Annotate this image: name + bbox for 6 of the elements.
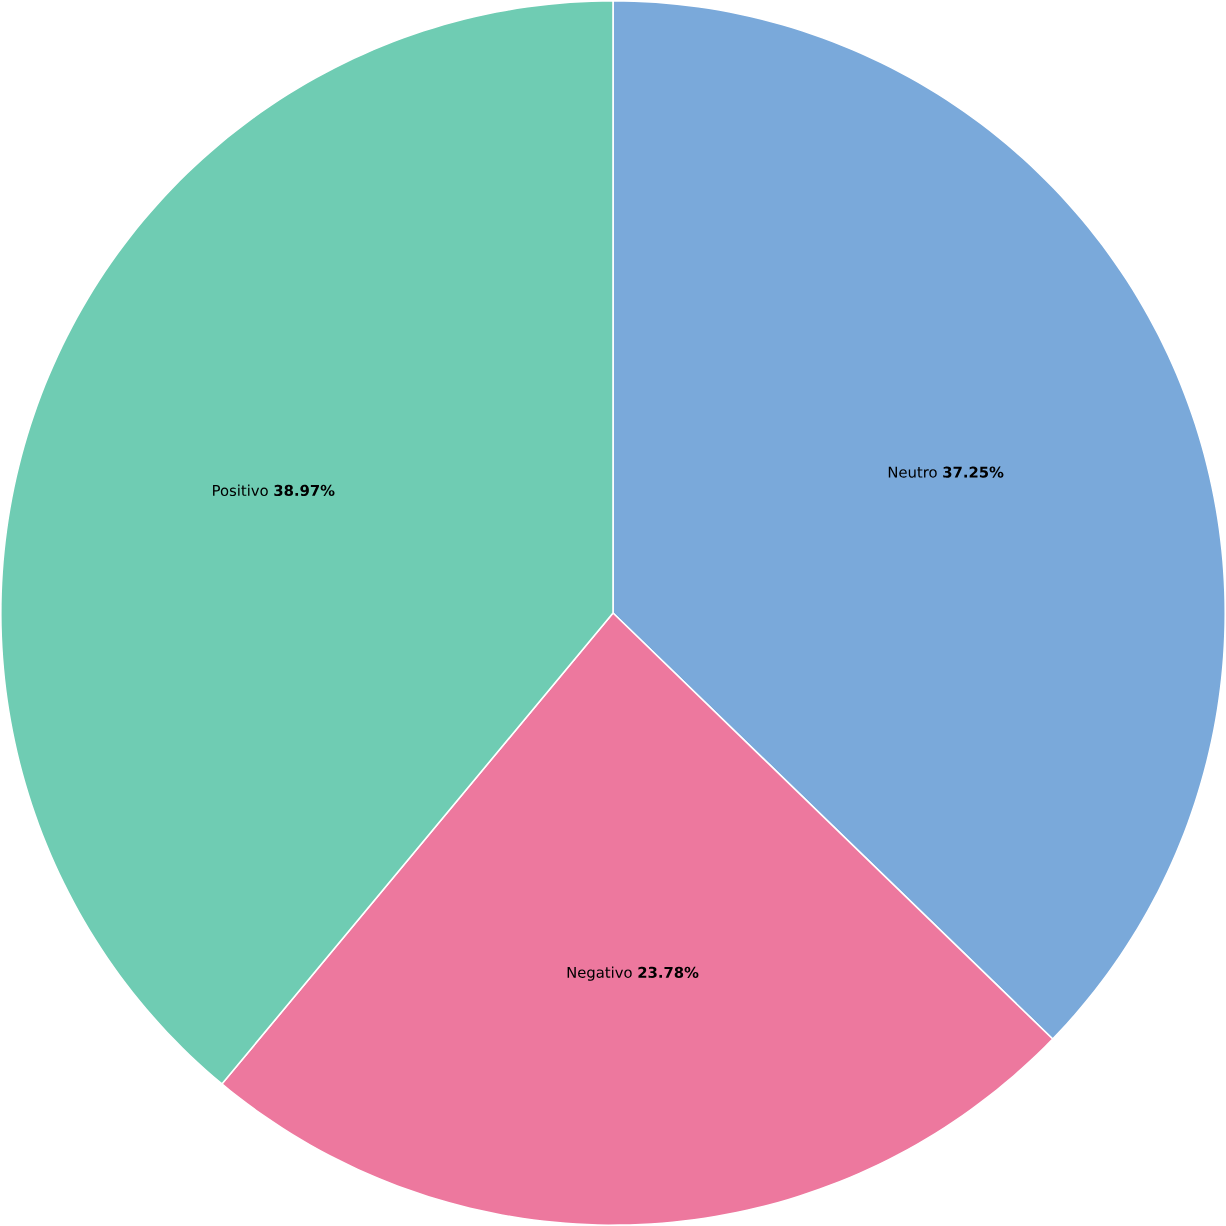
slice-label: Positivo — [213, 484, 268, 497]
slice-label: Negativo — [567, 966, 632, 981]
data-label: 38.97% — [274, 484, 335, 497]
slice-label: Neutro — [888, 466, 937, 478]
data-label: 37.25% — [943, 466, 1004, 478]
data-label: 23.78% — [638, 966, 699, 978]
